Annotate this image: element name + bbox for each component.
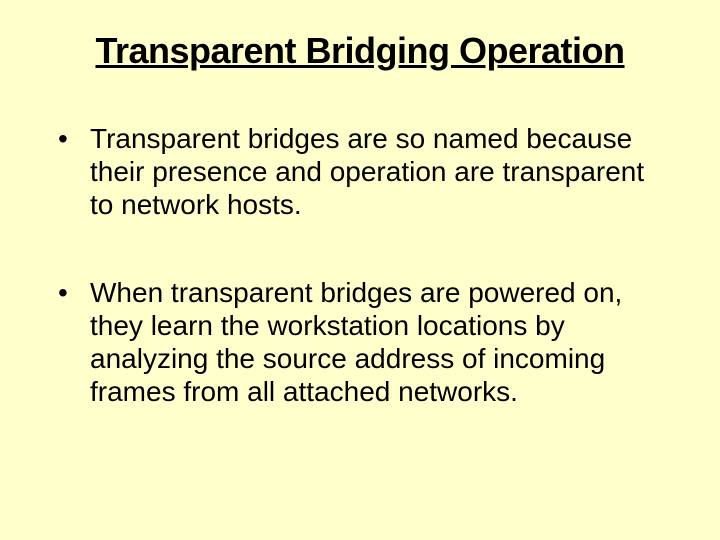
bullet-list: Transparent bridges are so named because… [50,122,670,408]
bullet-item: Transparent bridges are so named because… [50,122,670,221]
bullet-item: When transparent bridges are powered on,… [50,276,670,408]
slide-title: Transparent Bridging Operation [50,30,670,72]
